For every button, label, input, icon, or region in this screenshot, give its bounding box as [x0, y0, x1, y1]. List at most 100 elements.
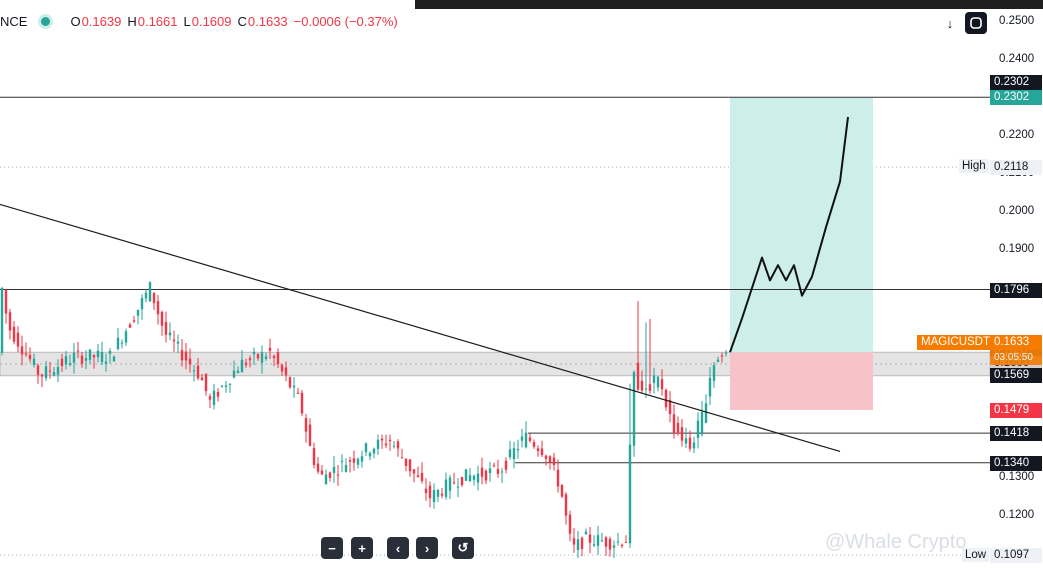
candle-body [716, 359, 720, 362]
candle-body [72, 352, 76, 363]
candle-body [128, 324, 132, 328]
candle-body [284, 367, 288, 376]
candle-body [24, 353, 28, 355]
candle-body [388, 439, 392, 442]
candle-body [156, 301, 160, 315]
candle-body [552, 457, 556, 466]
scroll-left-button[interactable]: ‹ [387, 537, 409, 559]
close-label: C [237, 14, 247, 29]
candle-body [676, 422, 680, 434]
candle-body [412, 469, 416, 474]
candle-body [576, 539, 580, 551]
top-dark-bar [415, 0, 1043, 9]
candle-body [288, 377, 292, 388]
candle-body [372, 448, 376, 454]
countdown-tag: 03:05:50 [990, 350, 1042, 366]
high-value: 0.1661 [137, 14, 178, 29]
candle-body [104, 361, 108, 364]
candle-body [76, 350, 80, 352]
candle-body [556, 469, 560, 487]
candle-body [616, 541, 620, 543]
price-tick-label: 0.1900 [999, 243, 1035, 255]
symbol-name: NCE [0, 14, 28, 29]
stop-tag: 0.1479 [990, 402, 1042, 418]
zoom-out-button[interactable]: − [321, 537, 343, 559]
candle-body [260, 352, 264, 363]
candle-body [648, 384, 652, 392]
candle-body [168, 332, 172, 336]
target-tag: 0.2302 [990, 90, 1042, 106]
candle-body [112, 356, 116, 362]
candle-body [276, 352, 280, 365]
low-marker-label: Low [962, 548, 990, 563]
candle-body [524, 432, 528, 448]
candle-body [236, 370, 240, 374]
candle-body [560, 484, 564, 497]
price-tick-label: 0.1200 [999, 509, 1035, 521]
candle-body [612, 545, 616, 548]
candle-body [348, 460, 352, 462]
candle-body [196, 365, 200, 379]
candle-body [52, 371, 56, 376]
candle-body [468, 475, 472, 482]
price-tick-label: 0.1300 [999, 471, 1035, 483]
open-label: O [70, 14, 81, 29]
candle-body [100, 351, 104, 363]
scroll-right-button[interactable]: › [416, 537, 438, 559]
candle-body [344, 465, 348, 472]
trendline [0, 203, 841, 452]
candle-body [108, 350, 112, 354]
candle-body [660, 379, 664, 390]
candle-body [232, 370, 236, 378]
candle-body [396, 441, 400, 449]
candle-body [564, 494, 568, 516]
candle-body [520, 436, 524, 441]
stop-zone [730, 352, 873, 410]
candle-body [528, 437, 532, 441]
candle-body [140, 298, 144, 310]
candle-body [296, 392, 300, 394]
candle-body [352, 458, 356, 463]
low-value: 0.1609 [191, 14, 232, 29]
candle-body [496, 468, 500, 474]
candle-body [116, 337, 120, 349]
candle-body [636, 362, 640, 390]
candle-body [712, 365, 716, 381]
candle-body [144, 292, 148, 299]
candle-body [308, 424, 312, 446]
zoom-in-button[interactable]: + [351, 537, 373, 559]
candle-body [544, 455, 548, 459]
candle-body [224, 385, 228, 388]
candle-body [548, 456, 552, 463]
target-zone [730, 97, 873, 353]
download-icon[interactable]: ↓ [946, 15, 954, 31]
candle-body [4, 289, 8, 314]
candle-body [356, 458, 360, 465]
candle-body [164, 322, 168, 335]
candle-body [208, 396, 212, 400]
reset-chart-button[interactable] [965, 12, 987, 34]
candle-body [436, 489, 440, 497]
candle-body [384, 443, 388, 446]
change-value: −0.0006 (−0.37%) [293, 14, 398, 29]
high-label: H [127, 14, 137, 29]
candle-body [80, 355, 84, 364]
candle-body [416, 475, 420, 477]
candle-body [132, 320, 136, 322]
forecast-path [729, 116, 849, 353]
candle-body [268, 347, 272, 351]
reset-view-button[interactable]: ↺ [452, 537, 474, 559]
candle-body [604, 537, 608, 547]
candle-body [264, 356, 268, 360]
candle-body [360, 456, 364, 462]
candle-body [588, 534, 592, 543]
candle-body [704, 403, 708, 423]
candle-body [32, 358, 36, 365]
candle-body [240, 359, 244, 373]
candle-body [672, 414, 676, 433]
candle-body [320, 470, 324, 475]
candle-body [256, 354, 260, 359]
candle-body [28, 355, 32, 360]
candle-body [228, 383, 232, 385]
